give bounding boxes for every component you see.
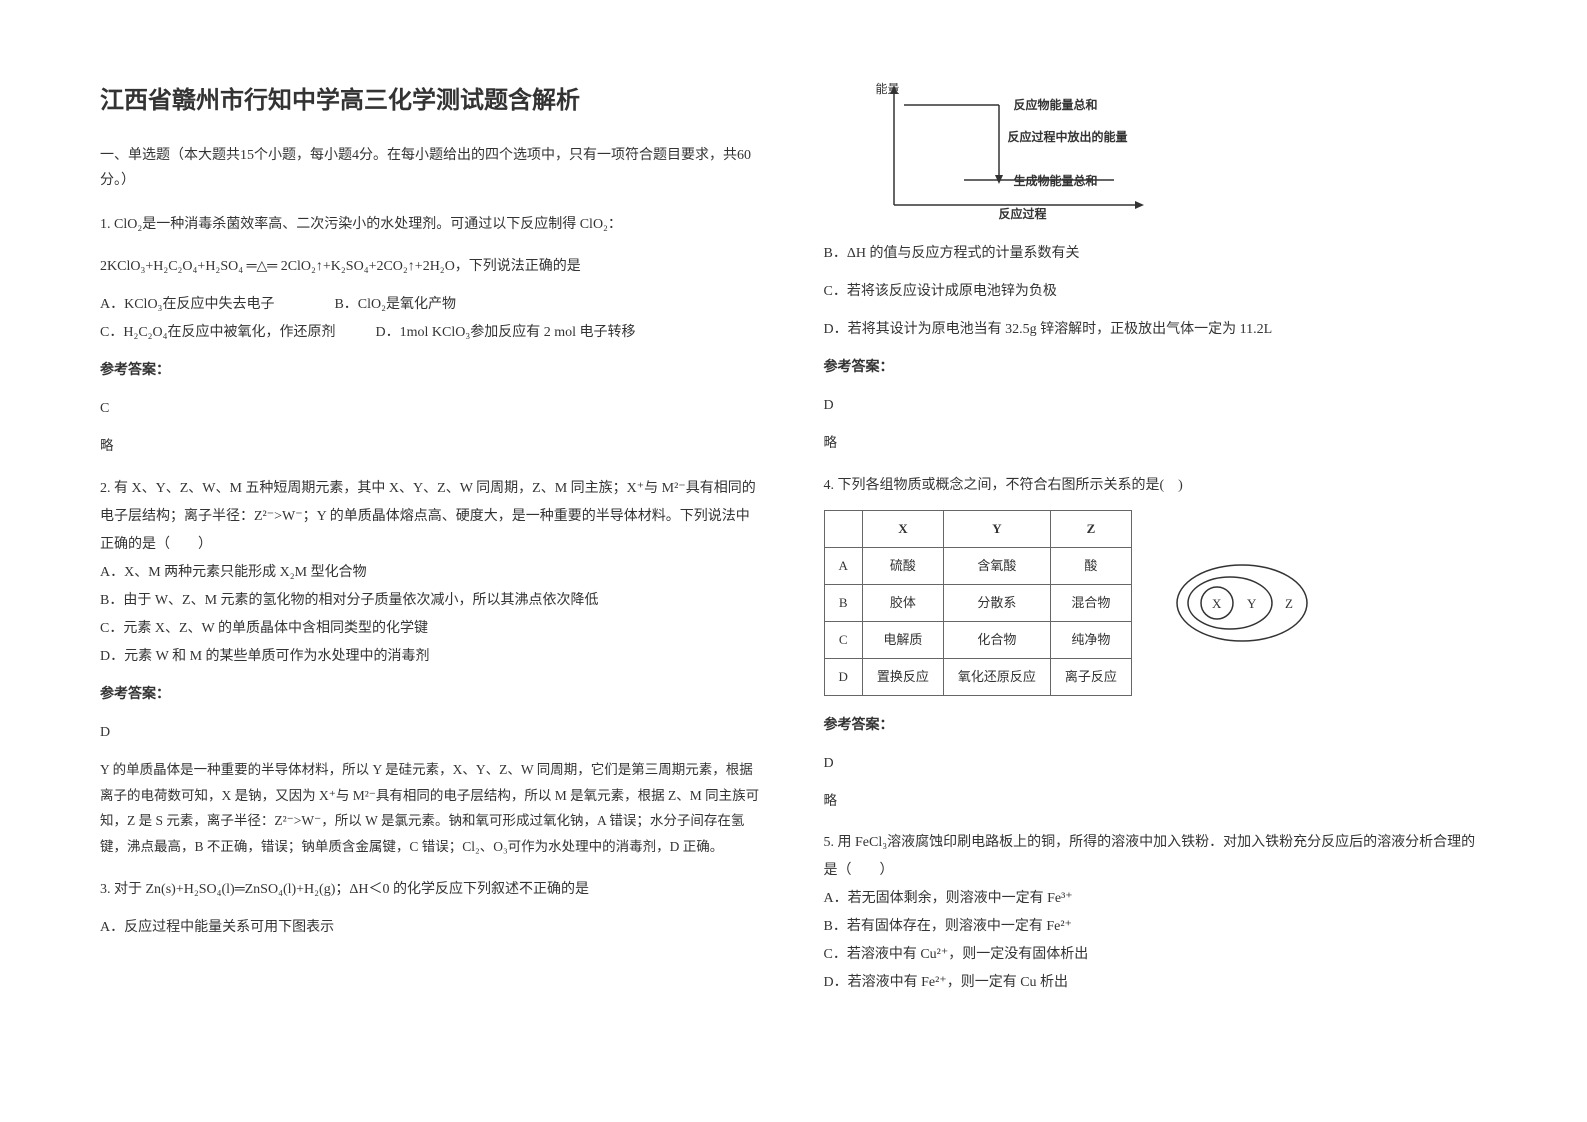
table-cell: C: [824, 621, 862, 658]
table-cell: 硫酸: [862, 547, 943, 584]
q1-explanation: 略: [100, 433, 764, 459]
q3-opt-d: D．若将其设计为原电池当有 32.5g 锌溶解时，正极放出气体一定为 11.2L: [824, 316, 1488, 344]
table-cell: 混合物: [1050, 584, 1131, 621]
q2-opt-c: C．元素 X、Z、W 的单质晶体中含相同类型的化学键: [100, 615, 764, 643]
diagram-line3: 生成物能量总和: [1014, 172, 1098, 189]
q5-opt-a: A．若无固体剩余，则溶液中一定有 Fe³⁺: [824, 885, 1488, 913]
q3-opt-a: A．反应过程中能量关系可用下图表示: [100, 914, 764, 942]
table-cell: 胶体: [862, 584, 943, 621]
table-cell: 化合物: [943, 621, 1050, 658]
q2-answer-label: 参考答案：: [100, 681, 764, 709]
q2-opt-a: A．X、M 两种元素只能形成 X₂M 型化合物: [100, 559, 764, 587]
q2-opt-d: D．元素 W 和 M 的某些单质可作为水处理中的消毒剂: [100, 643, 764, 671]
q1-stem: 1. ClO₂是一种消毒杀菌效率高、二次污染小的水处理剂。可通过以下反应制得 C…: [100, 211, 764, 239]
q1-answer: C: [100, 395, 764, 423]
table-cell: A: [824, 547, 862, 584]
section-header: 一、单选题（本大题共15个小题，每小题4分。在每小题给出的四个选项中，只有一项符…: [100, 143, 764, 193]
table-cell: 纯净物: [1050, 621, 1131, 658]
question-1: 1. ClO₂是一种消毒杀菌效率高、二次污染小的水处理剂。可通过以下反应制得 C…: [100, 211, 764, 459]
venn-x-label: X: [1212, 596, 1222, 611]
diagram-ylabel: 能量: [876, 80, 900, 97]
table-cell: 含氧酸: [943, 547, 1050, 584]
table-cell: 氧化还原反应: [943, 658, 1050, 695]
q2-answer: D: [100, 719, 764, 747]
table-cell: 电解质: [862, 621, 943, 658]
table-cell: 酸: [1050, 547, 1131, 584]
q2-explanation: Y 的单质晶体是一种重要的半导体材料，所以 Y 是硅元素，X、Y、Z、W 同周期…: [100, 757, 764, 860]
table-cell: 置换反应: [862, 658, 943, 695]
q1-opt-b: B．ClO₂是氧化产物: [334, 291, 456, 319]
q3-opt-c: C．若将该反应设计成原电池锌为负极: [824, 278, 1488, 306]
table-cell: 离子反应: [1050, 658, 1131, 695]
table-row: C 电解质 化合物 纯净物: [824, 621, 1131, 658]
q3-opt-b: B．ΔH 的值与反应方程式的计量系数有关: [824, 240, 1488, 268]
question-3-part1: 3. 对于 Zn(s)+H₂SO₄(l)═ZnSO₄(l)+H₂(g)；ΔH＜0…: [100, 876, 764, 942]
diagram-line1: 反应物能量总和: [1014, 96, 1098, 113]
question-2: 2. 有 X、Y、Z、W、M 五种短周期元素，其中 X、Y、Z、W 同周期，Z、…: [100, 475, 764, 860]
q5-stem: 5. 用 FeCl₃溶液腐蚀印刷电路板上的铜，所得的溶液中加入铁粉．对加入铁粉充…: [824, 829, 1488, 885]
concept-table: X Y Z A 硫酸 含氧酸 酸 B 胶体 分散系: [824, 510, 1132, 696]
q4-explanation: 略: [824, 788, 1488, 814]
q3-explanation: 略: [824, 430, 1488, 456]
q4-stem: 4. 下列各组物质或概念之间，不符合右图所示关系的是( ): [824, 472, 1488, 500]
table-header-row: X Y Z: [824, 510, 1131, 547]
q5-opt-b: B．若有固体存在，则溶液中一定有 Fe²⁺: [824, 913, 1488, 941]
q3-stem: 3. 对于 Zn(s)+H₂SO₄(l)═ZnSO₄(l)+H₂(g)；ΔH＜0…: [100, 876, 764, 904]
table-cell: 分散系: [943, 584, 1050, 621]
table-header: Z: [1050, 510, 1131, 547]
question-3-part2: B．ΔH 的值与反应方程式的计量系数有关 C．若将该反应设计成原电池锌为负极 D…: [824, 240, 1488, 456]
table-header: Y: [943, 510, 1050, 547]
q3-answer: D: [824, 392, 1488, 420]
question-5: 5. 用 FeCl₃溶液腐蚀印刷电路板上的铜，所得的溶液中加入铁粉．对加入铁粉充…: [824, 829, 1488, 997]
question-4: 4. 下列各组物质或概念之间，不符合右图所示关系的是( ) X Y Z A 硫酸…: [824, 472, 1488, 814]
energy-diagram: 能量 反应物能量总和 反应过程中放出的能量 生成物能量总和 反应过程: [884, 80, 1164, 220]
q1-opt-d: D．1mol KClO₃参加反应有 2 mol 电子转移: [376, 319, 636, 347]
q3-answer-label: 参考答案：: [824, 354, 1488, 382]
diagram-xlabel: 反应过程: [999, 205, 1047, 222]
q1-opt-c: C．H₂C₂O₄在反应中被氧化，作还原剂: [100, 319, 336, 347]
q1-opt-a: A．KClO₃在反应中失去电子: [100, 291, 274, 319]
venn-y-label: Y: [1247, 596, 1257, 611]
q2-opt-b: B．由于 W、Z、M 元素的氢化物的相对分子质量依次减小，所以其沸点依次降低: [100, 587, 764, 615]
table-row: A 硫酸 含氧酸 酸: [824, 547, 1131, 584]
q1-answer-label: 参考答案：: [100, 357, 764, 385]
table-header: X: [862, 510, 943, 547]
table-header: [824, 510, 862, 547]
q4-answer: D: [824, 750, 1488, 778]
table-row: D 置换反应 氧化还原反应 离子反应: [824, 658, 1131, 695]
q4-answer-label: 参考答案：: [824, 712, 1488, 740]
diagram-line2: 反应过程中放出的能量: [1008, 128, 1128, 145]
table-cell: B: [824, 584, 862, 621]
venn-diagram: X Y Z: [1172, 558, 1332, 648]
page-title: 江西省赣州市行知中学高三化学测试题含解析: [100, 80, 764, 115]
venn-z-label: Z: [1285, 596, 1293, 611]
q5-opt-c: C．若溶液中有 Cu²⁺，则一定没有固体析出: [824, 941, 1488, 969]
table-row: B 胶体 分散系 混合物: [824, 584, 1131, 621]
q5-opt-d: D．若溶液中有 Fe²⁺，则一定有 Cu 析出: [824, 969, 1488, 997]
table-cell: D: [824, 658, 862, 695]
q2-stem: 2. 有 X、Y、Z、W、M 五种短周期元素，其中 X、Y、Z、W 同周期，Z、…: [100, 475, 764, 559]
q1-equation: 2KClO₃+H₂C₂O₄+H₂SO₄ ═△═ 2ClO₂↑+K₂SO₄+2CO…: [100, 253, 764, 281]
